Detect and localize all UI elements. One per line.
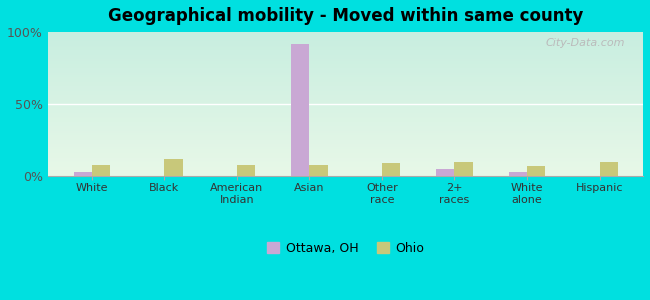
Bar <box>309 164 328 176</box>
Bar <box>454 162 473 176</box>
Bar <box>291 44 309 176</box>
Bar <box>164 159 183 176</box>
Bar <box>382 163 400 176</box>
Bar <box>92 164 110 176</box>
Bar <box>509 172 527 176</box>
Bar <box>527 166 545 176</box>
Legend: Ottawa, OH, Ohio: Ottawa, OH, Ohio <box>262 237 430 260</box>
Bar <box>436 169 454 176</box>
Title: Geographical mobility - Moved within same county: Geographical mobility - Moved within sam… <box>108 7 584 25</box>
Bar <box>599 162 618 176</box>
Bar <box>73 172 92 176</box>
Text: City-Data.com: City-Data.com <box>546 38 625 48</box>
Bar <box>237 164 255 176</box>
